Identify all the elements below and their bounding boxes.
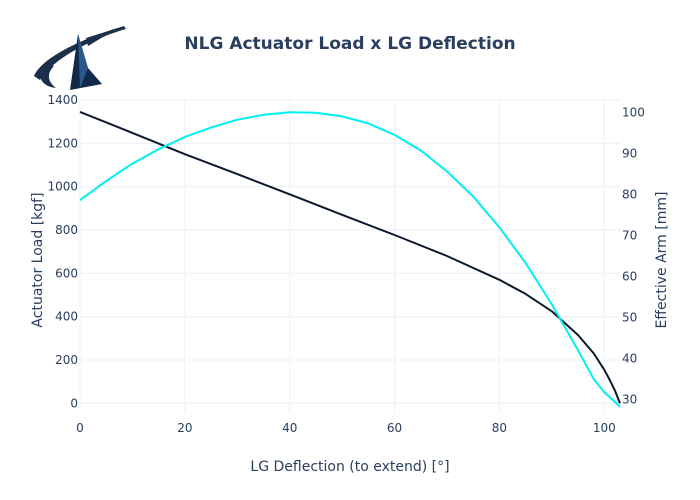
y-tick-label: 200 [55, 353, 78, 367]
x-tick-label: 20 [177, 421, 192, 435]
y2-tick-label: 40 [622, 352, 637, 366]
x-axis-ticks: 0 20 40 60 80 100 [76, 421, 616, 435]
logo-accent [86, 28, 118, 46]
x-tick-label: 80 [492, 421, 507, 435]
y2-tick-label: 30 [622, 393, 637, 407]
gridlines [79, 99, 620, 412]
y2-tick-label: 70 [622, 228, 637, 242]
chart-title: NLG Actuator Load x LG Deflection [184, 34, 515, 54]
x-tick-label: 100 [593, 421, 616, 435]
y-tick-label: 1400 [47, 93, 78, 107]
y-tick-label: 600 [55, 266, 78, 280]
y-tick-label: 0 [70, 396, 78, 410]
y-tick-label: 1200 [47, 136, 78, 150]
series-group [79, 110, 621, 408]
y2-tick-label: 100 [622, 105, 645, 119]
logo-arc [34, 26, 126, 80]
x-axis-label: LG Deflection (to extend) [°] [250, 459, 449, 475]
y-axis-label: Actuator Load [kgf] [30, 192, 46, 327]
y-axis-ticks: 0 200 400 600 800 1000 1200 1400 [47, 93, 78, 410]
y-tick-label: 400 [55, 310, 78, 324]
y2-tick-label: 60 [622, 270, 637, 284]
series-line-0 [79, 110, 621, 404]
y2-tick-label: 90 [622, 146, 637, 160]
y-tick-label: 1000 [47, 180, 78, 194]
y2-axis-label: Effective Arm [mm] [654, 192, 670, 329]
company-logo [34, 26, 126, 90]
y-tick-label: 800 [55, 223, 78, 237]
logo-peak-shade [78, 34, 88, 88]
y2-tick-label: 50 [622, 311, 637, 325]
y2-tick-label: 80 [622, 187, 637, 201]
series-line-1 [79, 111, 621, 408]
x-tick-label: 40 [282, 421, 297, 435]
y2-axis-ticks: 30 40 50 60 70 80 90 100 [622, 105, 645, 406]
x-tick-label: 0 [76, 421, 84, 435]
x-tick-label: 60 [387, 421, 402, 435]
